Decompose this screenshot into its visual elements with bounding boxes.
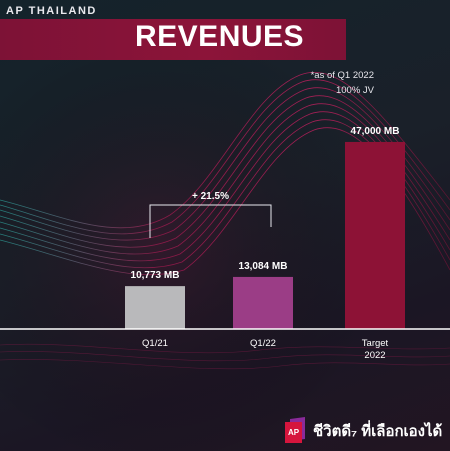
brand-name: AP THAILAND bbox=[6, 5, 97, 17]
footer-brand: AP ชีวิตดี₇ ที่เลือกเองได้ bbox=[285, 416, 443, 445]
category-label-3-line-1: Target bbox=[362, 338, 389, 349]
category-label-1: Q1/21 bbox=[142, 338, 168, 349]
category-label-3-line-2: 2022 bbox=[364, 350, 385, 361]
bar-value-label-1: 10,773 MB bbox=[131, 270, 180, 281]
page-title: REVENUES bbox=[135, 20, 305, 53]
ap-logo: AP bbox=[285, 416, 307, 444]
bar-3 bbox=[345, 141, 405, 329]
bar-2 bbox=[233, 276, 293, 329]
footer-tagline: ชีวิตดี₇ ที่เลือกเองได้ bbox=[313, 423, 443, 440]
growth-percentage-label: + 21.5% bbox=[192, 191, 229, 202]
title-band bbox=[0, 19, 346, 60]
bar-value-label-2: 13,084 MB bbox=[239, 261, 288, 272]
bar-value-label-3: 47,000 MB bbox=[351, 126, 400, 137]
bar-1 bbox=[125, 286, 185, 329]
growth-bracket bbox=[149, 204, 272, 238]
category-label-2: Q1/22 bbox=[250, 338, 276, 349]
note-jv: 100% JV bbox=[335, 85, 374, 96]
chart-notes: *as of Q1 2022 100% JV bbox=[311, 68, 374, 98]
note-as-of: *as of Q1 2022 bbox=[310, 70, 374, 81]
